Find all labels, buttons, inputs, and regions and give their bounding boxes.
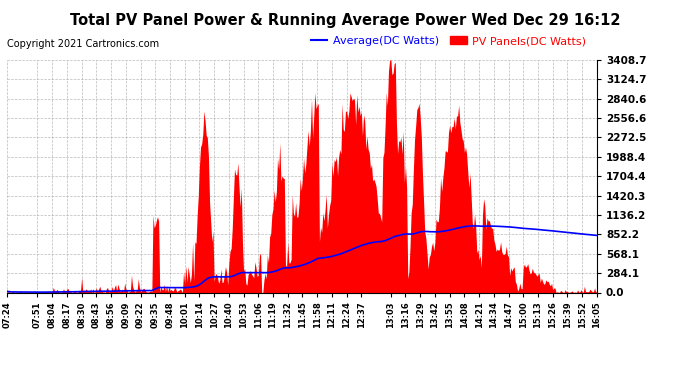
Text: Total PV Panel Power & Running Average Power Wed Dec 29 16:12: Total PV Panel Power & Running Average P… <box>70 13 620 28</box>
Text: Copyright 2021 Cartronics.com: Copyright 2021 Cartronics.com <box>7 39 159 50</box>
Legend: Average(DC Watts), PV Panels(DC Watts): Average(DC Watts), PV Panels(DC Watts) <box>306 32 591 51</box>
